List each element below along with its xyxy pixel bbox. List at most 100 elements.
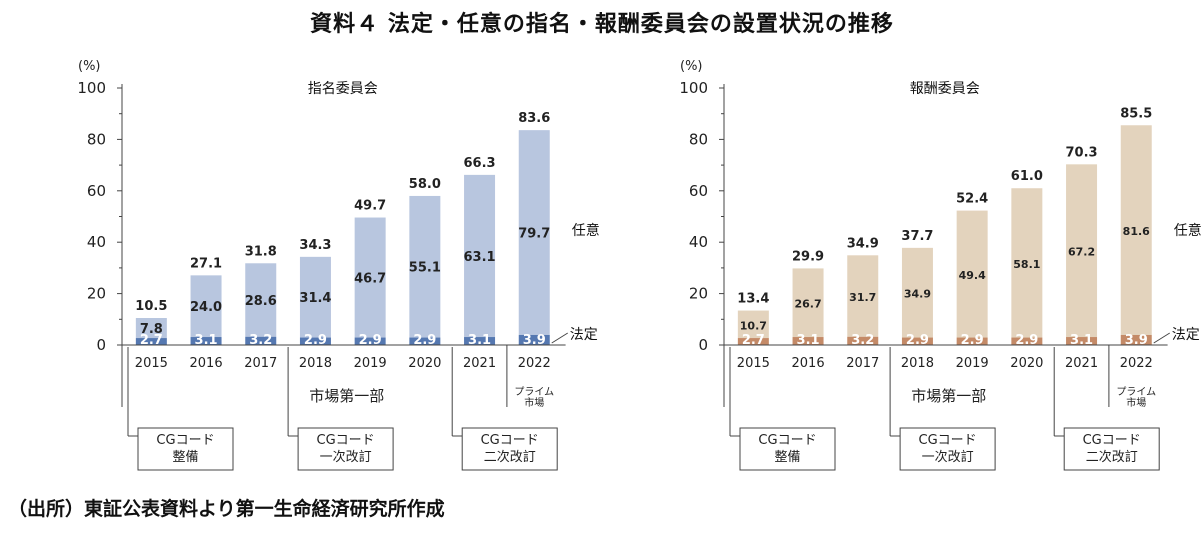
note-box — [1063, 427, 1160, 471]
voluntary-value-label: 7.8 — [140, 322, 163, 337]
voluntary-value-label: 58.1 — [1013, 258, 1040, 271]
bar-voluntary — [190, 275, 222, 338]
note-text: 二次改訂 — [1086, 449, 1138, 465]
statutory-value-label: 2.7 — [742, 333, 765, 348]
nomination-committee-chart: (%) 0 20 40 60 80 100 指名委員会 2.77.8 10.5 2015 3.1 24.… — [77, 59, 600, 471]
bar-voluntary — [737, 310, 769, 339]
y-tick-label: 80 — [689, 130, 708, 148]
note-text: 整備 — [172, 449, 198, 465]
voluntary-value-label: 63.1 — [464, 250, 496, 265]
legend-voluntary: 任意 — [572, 222, 600, 239]
voluntary-value-label: 79.7 — [518, 227, 550, 242]
bar-statutory — [464, 337, 496, 345]
note-text: CGコード — [156, 433, 214, 448]
note-box — [137, 427, 234, 471]
voluntary-value-label: 31.4 — [299, 291, 331, 306]
bar-statutory — [792, 337, 824, 345]
total-value-label: 34.3 — [299, 238, 331, 253]
voluntary-value-label: 26.7 — [794, 298, 821, 311]
bar-voluntary — [1066, 164, 1098, 338]
prime-market-label-1: プライム — [1116, 386, 1156, 398]
voluntary-value-label: 55.1 — [409, 261, 441, 276]
x-category-label: 2022 — [1120, 356, 1153, 371]
bar-statutory — [245, 336, 277, 345]
bar-statutory — [1120, 334, 1152, 345]
bar-statutory — [299, 337, 331, 345]
legend-statutory-leader — [551, 332, 569, 344]
bar-statutory — [354, 337, 386, 345]
voluntary-value-label: 24.0 — [190, 300, 222, 315]
market-first-section-label: 市場第一部 — [309, 387, 384, 405]
note-box — [739, 427, 836, 471]
statutory-value-label: 2.9 — [906, 333, 929, 348]
y-tick-label: 60 — [689, 182, 708, 200]
total-value-label: 13.4 — [737, 292, 769, 307]
y-axis-unit: (%) — [78, 59, 101, 74]
statutory-value-label: 2.9 — [413, 333, 436, 348]
statutory-value-label: 3.1 — [195, 333, 218, 348]
chart-title: 指名委員会 — [308, 81, 378, 97]
y-tick-label: 40 — [87, 233, 106, 251]
statutory-value-label: 3.2 — [249, 333, 272, 348]
y-axis-unit: (%) — [680, 59, 703, 74]
compensation-committee-chart: (%) 0 20 40 60 80 100 報酬委員会 2.710.7 13.4 2015 3.1 26… — [679, 59, 1202, 471]
x-category-label: 2021 — [1065, 356, 1098, 371]
bar-voluntary — [245, 263, 277, 337]
total-value-label: 10.5 — [135, 299, 167, 314]
total-value-label: 34.9 — [847, 236, 879, 251]
total-value-label: 83.6 — [518, 111, 550, 126]
note-box — [297, 427, 394, 471]
y-tick-label: 20 — [87, 285, 106, 303]
note-text: CGコード — [758, 433, 816, 448]
statutory-value-label: 3.1 — [1070, 333, 1093, 348]
voluntary-value-label: 67.2 — [1068, 246, 1095, 259]
bar-statutory — [737, 338, 769, 345]
note-text: CGコード — [481, 433, 539, 448]
note-text: 二次改訂 — [484, 449, 536, 465]
bar-statutory — [409, 337, 441, 345]
market-first-section-label: 市場第一部 — [911, 387, 986, 405]
prime-market-label-1: プライム — [514, 386, 554, 398]
statutory-value-label: 3.9 — [1125, 333, 1148, 348]
x-category-label: 2020 — [1010, 356, 1043, 371]
x-category-label: 2015 — [135, 356, 168, 371]
bar-voluntary — [1011, 188, 1043, 338]
bar-voluntary — [956, 210, 988, 338]
page-title: 資料４ 法定・任意の指名・報酬委員会の設置状況の推移 — [310, 12, 894, 37]
statutory-value-label: 3.2 — [851, 333, 874, 348]
y-tick-label: 100 — [77, 79, 106, 97]
x-category-label: 2017 — [244, 356, 277, 371]
bar-statutory — [190, 337, 222, 345]
total-value-label: 70.3 — [1066, 145, 1098, 160]
bar-voluntary — [135, 318, 167, 339]
bar-voluntary — [299, 256, 331, 338]
voluntary-value-label: 31.7 — [849, 291, 876, 304]
voluntary-value-label: 49.4 — [959, 269, 986, 282]
x-category-label: 2019 — [354, 356, 387, 371]
bar-voluntary — [847, 255, 879, 337]
x-category-label: 2017 — [846, 356, 879, 371]
total-value-label: 58.0 — [409, 177, 441, 192]
voluntary-value-label: 46.7 — [354, 272, 386, 287]
x-category-label: 2019 — [956, 356, 989, 371]
bar-statutory — [901, 337, 933, 345]
x-category-label: 2022 — [518, 356, 551, 371]
note-box — [461, 427, 558, 471]
total-value-label: 37.7 — [901, 229, 933, 244]
statutory-value-label: 2.7 — [140, 333, 163, 348]
statutory-value-label: 2.9 — [961, 333, 984, 348]
statutory-value-label: 2.9 — [1015, 333, 1038, 348]
statutory-value-label: 2.9 — [304, 333, 327, 348]
total-value-label: 49.7 — [354, 199, 386, 214]
source-note: （出所）東証公表資料より第一生命経済研究所作成 — [8, 498, 445, 520]
x-category-label: 2020 — [408, 356, 441, 371]
y-tick-label: 80 — [87, 130, 106, 148]
total-value-label: 29.9 — [792, 249, 824, 264]
x-category-label: 2021 — [463, 356, 496, 371]
bar-statutory — [847, 336, 879, 345]
note-text: CGコード — [317, 433, 375, 448]
x-category-label: 2016 — [190, 356, 223, 371]
prime-market-label-2: 市場 — [1126, 396, 1146, 409]
y-tick-label: 100 — [679, 79, 708, 97]
y-tick-label: 0 — [698, 336, 708, 354]
